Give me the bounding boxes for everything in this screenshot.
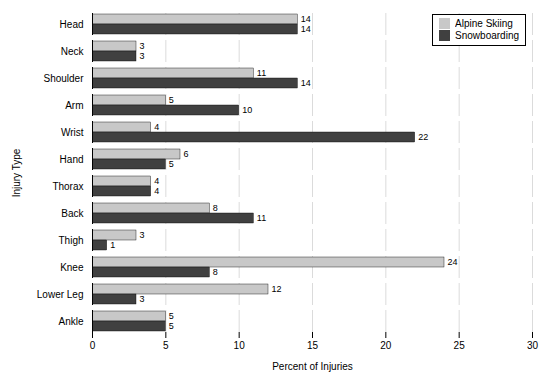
- svg-text:8: 8: [213, 203, 218, 213]
- svg-text:Thigh: Thigh: [58, 235, 83, 246]
- svg-text:Neck: Neck: [61, 46, 85, 57]
- svg-text:Thorax: Thorax: [52, 181, 83, 192]
- svg-text:4: 4: [154, 186, 159, 196]
- svg-text:Head: Head: [60, 19, 84, 30]
- svg-text:4: 4: [154, 122, 159, 132]
- svg-text:4: 4: [154, 176, 159, 186]
- svg-text:5: 5: [169, 311, 174, 321]
- svg-text:11: 11: [257, 213, 266, 223]
- svg-text:15: 15: [307, 340, 319, 351]
- svg-text:5: 5: [169, 95, 174, 105]
- svg-text:24: 24: [448, 257, 458, 267]
- svg-text:5: 5: [169, 159, 174, 169]
- svg-text:3: 3: [140, 41, 145, 51]
- svg-text:14: 14: [301, 24, 311, 34]
- svg-text:0: 0: [90, 340, 96, 351]
- svg-text:Hand: Hand: [60, 154, 84, 165]
- html-text:Snowboarding: Snowboarding: [455, 30, 519, 41]
- svg-text:20: 20: [380, 340, 392, 351]
- svg-text:25: 25: [454, 340, 466, 351]
- svg-text:Percent of Injuries: Percent of Injuries: [272, 361, 353, 372]
- svg-text:14: 14: [301, 14, 311, 24]
- svg-text:8: 8: [213, 267, 218, 277]
- svg-text:3: 3: [140, 51, 145, 61]
- html-text:Alpine Skiing: Alpine Skiing: [455, 18, 513, 29]
- svg-text:12: 12: [272, 284, 282, 294]
- svg-text:Back: Back: [61, 208, 84, 219]
- svg-text:6: 6: [184, 149, 189, 159]
- svg-text:Knee: Knee: [60, 262, 84, 273]
- svg-text:30: 30: [527, 340, 539, 351]
- svg-text:3: 3: [140, 294, 145, 304]
- svg-text:Arm: Arm: [65, 100, 83, 111]
- svg-text:11: 11: [257, 68, 266, 78]
- svg-text:5: 5: [163, 340, 169, 351]
- svg-text:Lower Leg: Lower Leg: [37, 289, 84, 300]
- svg-text:Shoulder: Shoulder: [43, 73, 84, 84]
- svg-text:Injury Type: Injury Type: [11, 148, 22, 197]
- svg-text:22: 22: [418, 132, 428, 142]
- svg-text:5: 5: [169, 321, 174, 331]
- svg-text:1: 1: [110, 240, 115, 250]
- svg-text:3: 3: [140, 230, 145, 240]
- svg-text:14: 14: [301, 78, 311, 88]
- svg-text:Wrist: Wrist: [61, 127, 84, 138]
- svg-text:Ankle: Ankle: [58, 316, 83, 327]
- svg-text:10: 10: [242, 105, 252, 115]
- svg-text:10: 10: [234, 340, 246, 351]
